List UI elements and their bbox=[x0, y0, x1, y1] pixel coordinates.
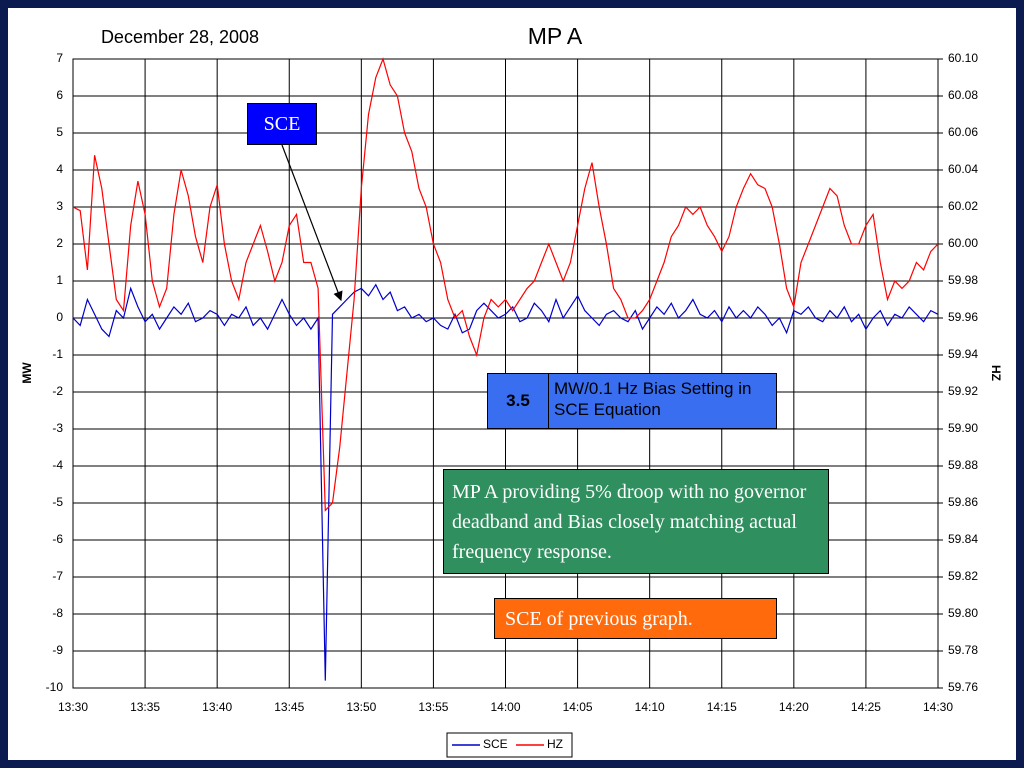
y2-tick-label: 59.92 bbox=[948, 384, 978, 398]
x-tick-label: 14:05 bbox=[563, 700, 593, 714]
plot-border bbox=[72, 58, 939, 689]
y-tick-label: -6 bbox=[52, 532, 63, 546]
y-tick-label: -10 bbox=[46, 680, 64, 694]
y-tick-label: 3 bbox=[56, 199, 63, 213]
date-label: December 28, 2008 bbox=[101, 27, 259, 47]
y2-tick-label: 59.80 bbox=[948, 606, 978, 620]
green-note: MP A providing 5% droop with no governor… bbox=[443, 469, 829, 574]
y-tick-label: 0 bbox=[56, 310, 63, 324]
annotation-arrow bbox=[281, 144, 343, 302]
y-tick-label: -7 bbox=[52, 569, 63, 583]
y-tick-label: 2 bbox=[56, 236, 63, 250]
y2-tick-label: 59.76 bbox=[948, 680, 978, 694]
x-tick-label: 13:30 bbox=[58, 700, 88, 714]
x-tick-label: 14:20 bbox=[779, 700, 809, 714]
y-axis-label: MW bbox=[20, 362, 34, 384]
x-tick-label: 13:55 bbox=[418, 700, 448, 714]
y2-tick-label: 59.88 bbox=[948, 458, 978, 472]
y2-tick-label: 59.98 bbox=[948, 273, 978, 287]
x-tick-label: 14:25 bbox=[851, 700, 881, 714]
bias-box: 3.5 MW/0.1 Hz Bias Setting in SCE Equati… bbox=[487, 373, 777, 429]
y-tick-label: -2 bbox=[52, 384, 63, 398]
y2-tick-label: 60.10 bbox=[948, 51, 978, 65]
y2-tick-label: 60.02 bbox=[948, 199, 978, 213]
x-tick-label: 13:40 bbox=[202, 700, 232, 714]
y2-tick-label: 59.96 bbox=[948, 310, 978, 324]
bias-text: MW/0.1 Hz Bias Setting in SCE Equation bbox=[554, 379, 752, 419]
y-tick-label: 7 bbox=[56, 51, 63, 65]
x-tick-label: 14:15 bbox=[707, 700, 737, 714]
y-tick-label: -9 bbox=[52, 643, 63, 657]
y-tick-label: -3 bbox=[52, 421, 63, 435]
legend-label: SCE bbox=[483, 737, 508, 751]
sce-annotation: SCE bbox=[247, 103, 317, 145]
x-tick-label: 13:35 bbox=[130, 700, 160, 714]
y2-tick-label: 59.86 bbox=[948, 495, 978, 509]
x-tick-label: 14:10 bbox=[635, 700, 665, 714]
y-tick-label: 1 bbox=[56, 273, 63, 287]
y2-tick-label: 60.08 bbox=[948, 88, 978, 102]
y2-tick-label: 60.06 bbox=[948, 125, 978, 139]
y2-tick-label: 60.00 bbox=[948, 236, 978, 250]
y-tick-label: -8 bbox=[52, 606, 63, 620]
y2-tick-label: 59.82 bbox=[948, 569, 978, 583]
series-line bbox=[72, 57, 939, 512]
y-tick-label: 5 bbox=[56, 125, 63, 139]
y-tick-label: -1 bbox=[52, 347, 63, 361]
legend: SCE HZ bbox=[452, 737, 563, 751]
series-line bbox=[72, 283, 939, 681]
y-tick-label: -5 bbox=[52, 495, 63, 509]
x-tick-label: 14:30 bbox=[923, 700, 953, 714]
x-tick-label: 13:50 bbox=[346, 700, 376, 714]
x-tick-label: 13:45 bbox=[274, 700, 304, 714]
y-tick-label: 6 bbox=[56, 88, 63, 102]
y-tick-label: 4 bbox=[56, 162, 63, 176]
orange-note: SCE of previous graph. bbox=[494, 598, 777, 639]
y2-tick-label: 59.90 bbox=[948, 421, 978, 435]
chart-title: MP A bbox=[528, 23, 583, 49]
bias-value: 3.5 bbox=[488, 374, 549, 428]
legend-label: HZ bbox=[547, 737, 563, 751]
y2-tick-label: 59.84 bbox=[948, 532, 978, 546]
y2-tick-label: 59.94 bbox=[948, 347, 978, 361]
y2-tick-label: 59.78 bbox=[948, 643, 978, 657]
y2-tick-label: 60.04 bbox=[948, 162, 978, 176]
y-tick-label: -4 bbox=[52, 458, 63, 472]
y2-axis-label: HZ bbox=[989, 365, 1003, 381]
x-tick-label: 14:00 bbox=[490, 700, 520, 714]
